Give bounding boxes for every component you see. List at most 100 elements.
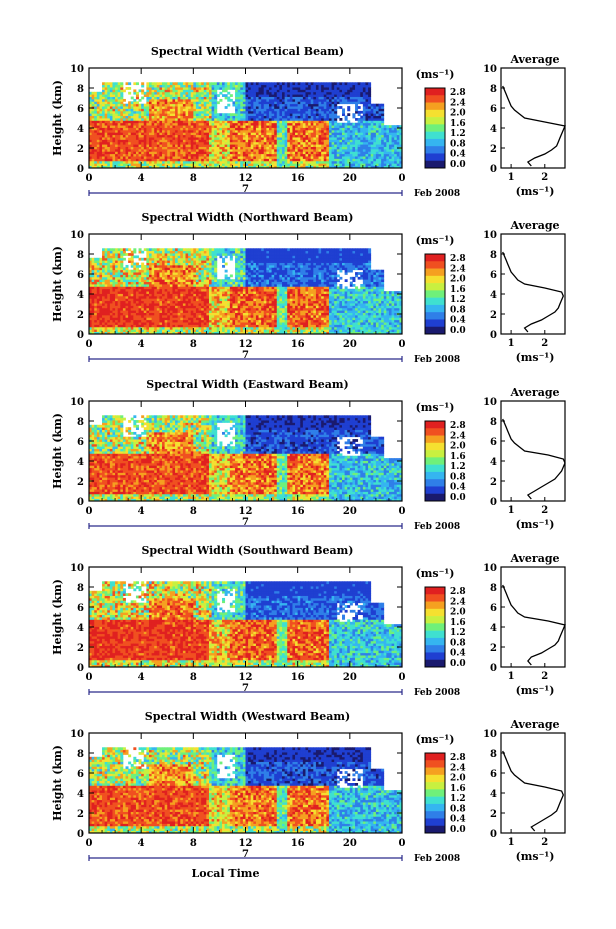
heatmap-cell [172,96,176,100]
heatmap-cell [167,151,171,155]
heatmap-cell [117,129,121,133]
heatmap-cell [130,127,134,131]
heatmap-cell [120,146,124,150]
heatmap-cell [229,144,233,147]
heatmap-cell [115,264,119,268]
heatmap-cell [253,122,257,126]
heatmap-cell [122,163,126,167]
heatmap-cell [334,96,338,100]
heatmap-cell [318,134,322,138]
heatmap-cell [112,110,116,114]
heatmap-cell [169,139,173,143]
heatmap-cell [94,293,98,297]
heatmap-cell [148,144,152,147]
heatmap-cell [261,108,265,112]
heatmap-cell [349,127,353,131]
heatmap-cell [323,125,327,128]
heatmap-cell [96,153,100,157]
heatmap-cell [232,115,236,119]
heatmap-cell [331,106,335,109]
heatmap-cell [102,139,106,143]
heatmap-cell [328,137,332,140]
heatmap-cell [104,118,108,121]
heatmap-cell [143,125,147,128]
heatmap-cell [167,125,171,128]
heatmap-cell [235,125,239,128]
heatmap-cell [349,165,353,169]
heatmap-cell [248,139,252,143]
heatmap-cell [109,331,113,335]
heatmap-cell [154,156,158,159]
heatmap-cell [122,300,126,304]
heatmap-cell [154,158,158,162]
heatmap-cell [117,303,121,306]
heatmap-cell [274,118,278,121]
heatmap-cell [250,153,254,157]
heatmap-cell [156,153,160,157]
heatmap-cell [151,146,155,150]
heatmap-cell [368,98,372,102]
heatmap-cell [261,141,265,145]
heatmap-cell [122,151,126,155]
heatmap-cell [206,163,210,167]
heatmap-cell [125,310,129,313]
heatmap-cell [115,293,119,297]
heatmap-cell [143,118,147,121]
heatmap-cell [94,276,98,280]
heatmap-cell [148,272,152,275]
heatmap-cell [128,324,132,328]
heatmap-cell [237,132,241,136]
heatmap-cell [383,148,387,152]
heatmap-cell [125,153,129,157]
heatmap-cell [227,160,231,164]
heatmap-cell [112,122,116,126]
heatmap-cell [331,160,335,164]
heatmap-cell [107,295,111,299]
heatmap-cell [284,165,288,169]
heatmap-cell [159,132,163,136]
heatmap-cell [115,125,119,128]
heatmap-cell [128,82,132,86]
heatmap-cell [375,144,379,147]
heatmap-cell [279,137,283,140]
heatmap-cell [295,91,299,95]
heatmap-cell [104,153,108,157]
heatmap-cell [211,101,215,105]
heatmap-cell [339,98,343,102]
heatmap-cell [156,257,160,261]
colorbar-tick-label: 2.8 [450,88,466,98]
heatmap-cell [188,141,192,145]
heatmap-cell [120,115,124,119]
heatmap-cell [133,319,137,323]
heatmap-cell [381,151,385,155]
heatmap-cell [104,324,108,328]
heatmap-cell [135,141,139,145]
heatmap-cell [133,122,137,126]
heatmap-cell [99,284,103,287]
heatmap-cell [300,84,304,88]
heatmap-cell [193,101,197,105]
heatmap-cell [125,300,129,304]
heatmap-cell [112,267,116,271]
heatmap-cell [224,153,228,157]
heatmap-cell [258,146,262,150]
heatmap-cell [219,98,223,102]
heatmap-cell [190,94,194,97]
heatmap-cell [279,163,283,167]
heatmap-cell [154,141,158,145]
heatmap-cell [107,115,111,119]
heatmap-cell [195,163,199,167]
heatmap-cell [89,96,93,100]
heatmap-cell [206,125,210,128]
heatmap-cell [159,134,163,138]
heatmap-cell [138,122,142,126]
heatmap-cell [206,144,210,147]
heatmap-cell [289,148,293,152]
heatmap-cell [169,125,173,128]
heatmap-cell [133,91,137,95]
heatmap-cell [381,110,385,114]
heatmap-cell [91,98,95,102]
heatmap-cell [352,127,356,131]
heatmap-cell [143,163,147,167]
heatmap-cell [117,113,121,117]
